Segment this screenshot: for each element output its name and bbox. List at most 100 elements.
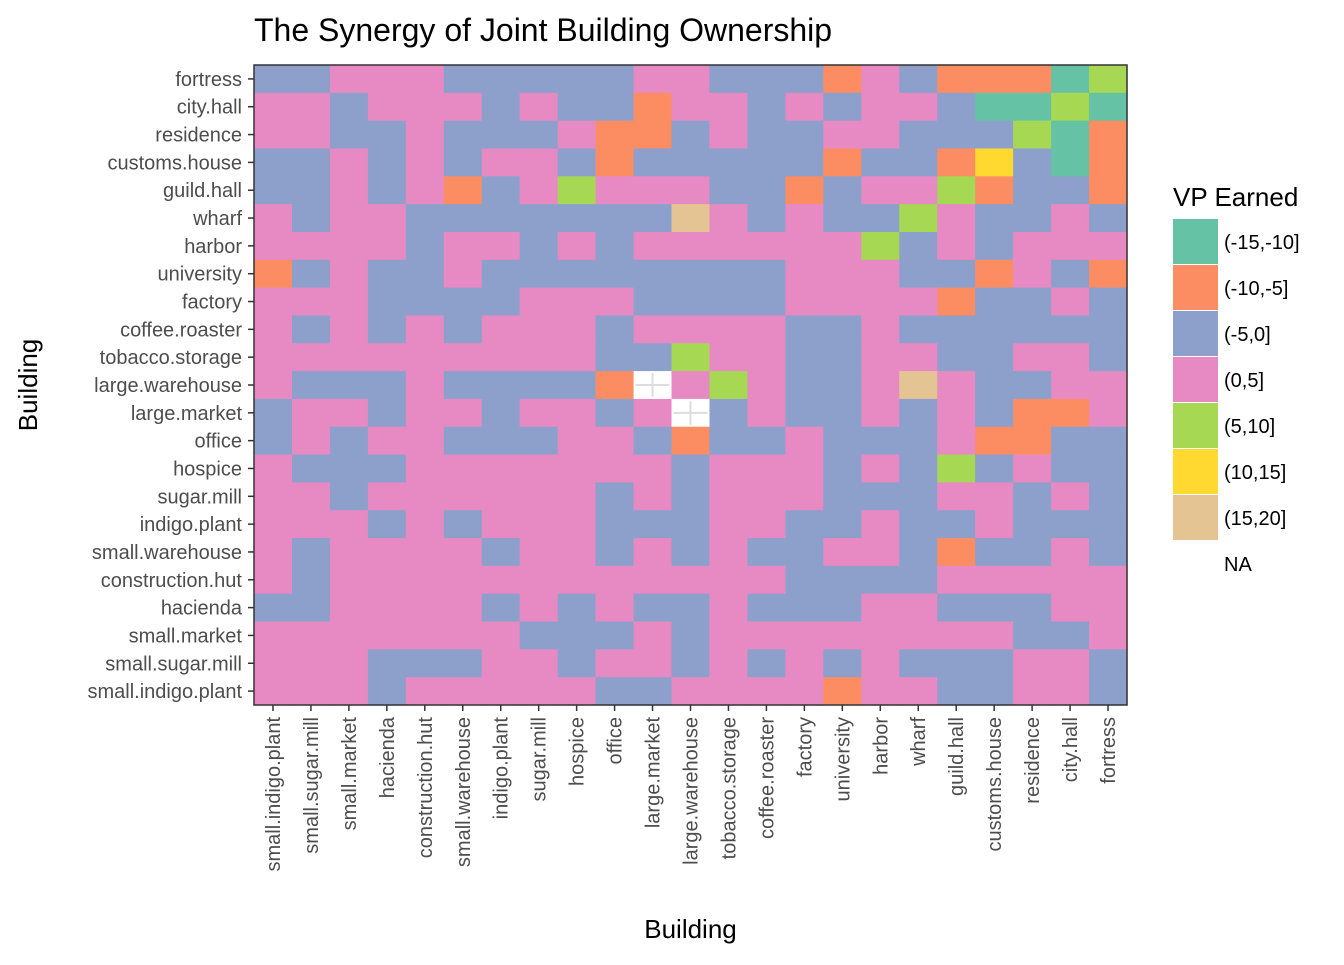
heatmap-cell [1089,538,1128,567]
heatmap-cell [519,259,559,289]
heatmap-cell [291,120,331,150]
legend-key [1173,449,1218,494]
x-tick-label: city.hall [1060,717,1082,782]
heatmap-cell [481,454,521,483]
heatmap-cell [975,92,1014,122]
heatmap-cell [747,677,786,706]
heatmap-cell [975,231,1014,261]
x-tick-label: hacienda [377,716,399,798]
y-tick-label: small.market [129,625,243,647]
heatmap-cell [899,204,938,233]
heatmap-cell [861,621,900,650]
heatmap-cell [1051,176,1090,205]
heatmap-cell [367,510,407,539]
heatmap-cell [254,204,293,233]
heatmap-cell [254,176,293,205]
heatmap-cell [1013,315,1052,344]
heatmap-cell [557,259,597,289]
heatmap-cell [861,176,900,205]
heatmap-cell [254,315,293,344]
heatmap-cell [709,315,749,344]
heatmap-cell [329,510,369,539]
heatmap-cells [254,65,1128,706]
legend-label: (5,10] [1224,416,1275,438]
heatmap-cell [823,426,862,456]
heatmap-cell [254,454,293,483]
heatmap-cell [405,621,445,650]
heatmap-cell [823,649,862,678]
heatmap-cell [1051,65,1090,94]
heatmap-cell [785,371,824,400]
heatmap-cell [899,454,938,483]
heatmap-cell [785,454,824,483]
heatmap-cell [254,92,293,122]
heatmap-cell [975,204,1014,233]
heatmap-cell [557,371,597,400]
heatmap-cell [633,315,673,344]
heatmap-cell [899,92,938,122]
heatmap-cell [975,454,1014,483]
heatmap-cell [747,621,786,650]
heatmap-cell [785,148,824,177]
heatmap-cell [823,482,862,511]
heatmap-cell [709,426,749,456]
heatmap-cell [823,231,862,261]
heatmap-cell [254,65,293,94]
heatmap-cell [329,204,369,233]
heatmap-cell [557,231,597,261]
heatmap-cell [823,204,862,233]
heatmap-cell [823,398,862,428]
heatmap-cell [861,287,900,317]
heatmap-cell [329,120,369,150]
heatmap-cell [633,176,673,205]
heatmap-cell [519,120,559,150]
heatmap-cell [633,454,673,483]
heatmap-cell [633,621,673,650]
heatmap-cell [671,315,711,344]
heatmap-cell [671,259,711,289]
heatmap-cell [671,482,711,511]
heatmap-cell [671,371,711,400]
heatmap-cell [595,649,635,678]
heatmap-cell [899,398,938,428]
y-tick-label: university [158,264,242,286]
heatmap-cell [329,259,369,289]
heatmap-cell [443,677,483,706]
heatmap-cell [329,565,369,595]
heatmap-cell [329,398,369,428]
x-tick-label: tobacco.storage [718,717,740,859]
heatmap-cell [329,593,369,623]
heatmap-cell [595,426,635,456]
heatmap-cell [367,593,407,623]
heatmap-cell [785,510,824,539]
heatmap-cell [291,176,331,205]
heatmap-cell [937,259,976,289]
heatmap-cell [254,482,293,511]
heatmap-cell [557,426,597,456]
x-tick-label: sugar.mill [529,717,551,801]
heatmap-cell [975,593,1014,623]
heatmap-cell [519,148,559,177]
heatmap-cell [291,510,331,539]
heatmap-cell [595,510,635,539]
heatmap-cell [329,649,369,678]
heatmap-cell [861,343,900,372]
heatmap-cell [747,176,786,205]
heatmap-cell [405,371,445,400]
heatmap-cell [443,231,483,261]
y-tick-label: sugar.mill [158,486,242,508]
heatmap-cell [1051,621,1090,650]
heatmap-cell [443,120,483,150]
heatmap-cell [367,343,407,372]
heatmap-cell [823,259,862,289]
heatmap-cell [443,482,483,511]
heatmap-cell [861,204,900,233]
heatmap-cell [1089,565,1128,595]
y-tick-label: harbor [184,236,242,258]
heatmap-cell [633,593,673,623]
heatmap-cell [937,65,976,94]
heatmap-cell [709,343,749,372]
heatmap-cell [1051,259,1090,289]
heatmap-cell [975,259,1014,289]
legend-key [1173,219,1218,264]
